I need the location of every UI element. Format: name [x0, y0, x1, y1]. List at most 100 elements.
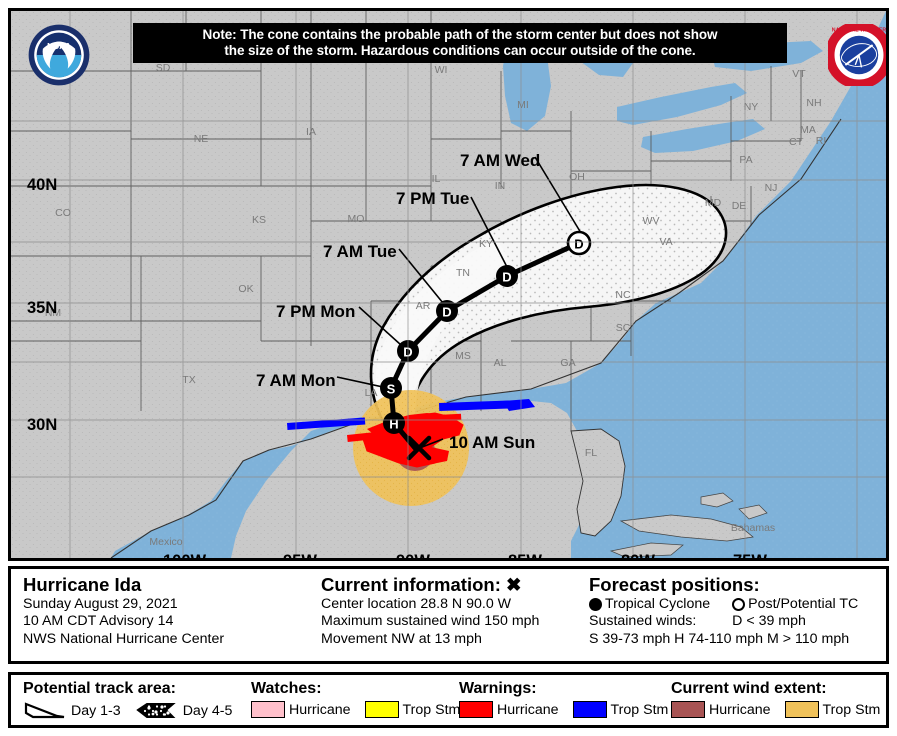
warning-tropstm-swatch	[572, 701, 607, 718]
state-label-OK: OK	[238, 283, 253, 295]
svg-text:S: S	[387, 382, 396, 397]
state-label-KY: KY	[479, 238, 493, 250]
warning-hurricane-label: Hurricane	[497, 701, 559, 718]
state-label-KS: KS	[252, 214, 266, 226]
state-label-LA: LA	[365, 387, 378, 399]
day-1-3-label: Day 1-3	[71, 702, 121, 719]
watch-tropstm-swatch	[364, 701, 399, 718]
forecast-positions-heading: Forecast positions:	[589, 574, 760, 595]
longitude-label-85W: 85W	[508, 552, 542, 561]
state-label-NY: NY	[744, 101, 759, 113]
lat-lon-grid	[11, 11, 886, 558]
storm-summary-column: Hurricane Ida Sunday August 29, 2021 10 …	[23, 574, 224, 648]
warnings-legend: Warnings: Hurricane Trop Stm	[459, 679, 678, 718]
state-label-VT: VT	[792, 68, 806, 80]
marker-D-3: D	[496, 265, 518, 287]
state-label-DE: DE	[732, 200, 747, 212]
cone-disclaimer-note: Note: The cone contains the probable pat…	[133, 23, 787, 63]
storm-information-panel: Hurricane Ida Sunday August 29, 2021 10 …	[8, 566, 889, 664]
svg-text:D: D	[502, 270, 511, 285]
wind-extent-legend: Current wind extent: Hurricane Trop Stm	[671, 679, 890, 718]
state-label-AR: AR	[416, 300, 431, 312]
filled-circle-icon	[589, 598, 602, 612]
noaa-wordmark: NOAA	[47, 42, 71, 51]
tropical-cyclone-label: Tropical Cyclone	[605, 596, 711, 612]
nws-logo: NATIONAL WEATHER	[828, 24, 886, 86]
state-label-CT: CT	[789, 136, 804, 148]
track-time-label-0: 7 AM Wed	[460, 151, 541, 170]
wind-hurricane-swatch	[671, 701, 705, 718]
warning-hurricane-item: Hurricane	[459, 701, 559, 718]
sustained-winds-row: Sustained winds: D < 39 mph	[589, 613, 858, 630]
marker-H: H	[383, 412, 405, 434]
wind-tropstm-label: Trop Stm	[822, 701, 881, 718]
svg-text:D: D	[442, 305, 451, 320]
warnings-heading: Warnings:	[459, 680, 537, 697]
wind-extent-heading: Current wind extent:	[671, 680, 827, 697]
storm-name: Hurricane Ida	[23, 574, 142, 595]
state-label-OH: OH	[569, 171, 585, 183]
map-canvas: H S D D D D	[11, 11, 886, 558]
track-time-label-2: 7 AM Tue	[323, 242, 397, 261]
cone-day13-icon	[24, 702, 65, 719]
storm-agency: NWS National Hurricane Center	[23, 630, 225, 647]
legend-day-4-5: Day 4-5	[135, 701, 232, 720]
track-time-label-1: 7 PM Tue	[396, 189, 470, 208]
forecast-symbol-key: Tropical Cyclone Post/Potential TC	[589, 596, 858, 613]
sustained-winds-label: Sustained winds:	[589, 613, 697, 630]
watches-heading: Watches:	[251, 680, 322, 697]
state-label-RI: RI	[816, 135, 827, 147]
track-time-label-4: 7 AM Mon	[256, 371, 336, 390]
svg-text:D: D	[574, 237, 583, 252]
current-information-label: Current information:	[321, 574, 501, 595]
noaa-logo: NOAA	[28, 24, 90, 86]
state-label-Bahamas: Bahamas	[731, 522, 775, 534]
state-label-TX: TX	[182, 374, 195, 386]
forecast-map[interactable]: H S D D D D	[8, 8, 889, 561]
svg-text:H: H	[389, 417, 398, 432]
marker-S: S	[380, 377, 402, 399]
longitude-label-75W: 75W	[733, 552, 767, 561]
storm-movement: Movement NW at 13 mph	[321, 630, 482, 647]
state-label-WV: WV	[643, 215, 660, 227]
storm-date: Sunday August 29, 2021	[23, 596, 178, 612]
track-time-label-3: 7 PM Mon	[276, 302, 356, 321]
state-label-NH: NH	[806, 97, 821, 109]
state-label-SD: SD	[156, 62, 171, 74]
state-label-NC: NC	[615, 289, 631, 301]
longitude-label-100W: 100W	[163, 552, 207, 561]
current-information-heading: Current information: ✖	[321, 574, 539, 595]
state-label-MO: MO	[348, 213, 365, 225]
center-location: Center location 28.8 N 90.0 W	[321, 596, 512, 612]
state-label-CO: CO	[55, 207, 71, 219]
longitude-label-95W: 95W	[283, 552, 317, 561]
wind-tropstm-item: Trop Stm	[784, 701, 881, 718]
state-label-TN: TN	[456, 267, 470, 279]
longitude-label-90W: 90W	[396, 552, 430, 561]
watch-tropstm-item: Trop Stm	[364, 701, 461, 718]
cone-day45-icon	[135, 703, 176, 718]
x-marker-icon: ✖	[506, 574, 522, 595]
tropical-storm-warning-east	[438, 400, 512, 411]
state-label-NM: NM	[45, 307, 61, 319]
latitude-label-40N: 40N	[27, 176, 58, 194]
state-label-GA: GA	[560, 357, 575, 369]
state-label-FL: FL	[585, 447, 597, 459]
watch-hurricane-item: Hurricane	[251, 701, 351, 718]
potential-track-legend: Potential track area: Day 1-3 Day 4-5	[23, 679, 242, 720]
watch-tropstm-label: Trop Stm	[402, 701, 461, 718]
latitude-label-35N: 35N	[27, 299, 58, 317]
wind-tropstm-swatch	[784, 701, 819, 718]
latitude-label-30N: 30N	[27, 416, 58, 434]
current-center-marker	[406, 435, 432, 461]
state-label-SC: SC	[616, 322, 631, 334]
potential-track-heading: Potential track area:	[23, 680, 176, 697]
marker-D-4-post-tropical: D	[566, 230, 592, 256]
state-label-MI: MI	[517, 99, 529, 111]
state-label-IL: IL	[432, 173, 441, 185]
forecast-positions-column: Forecast positions: Tropical Cyclone Pos…	[589, 574, 858, 648]
state-label-WI: WI	[435, 64, 448, 76]
state-label-NE: NE	[194, 133, 209, 145]
state-label-IN: IN	[495, 180, 506, 192]
